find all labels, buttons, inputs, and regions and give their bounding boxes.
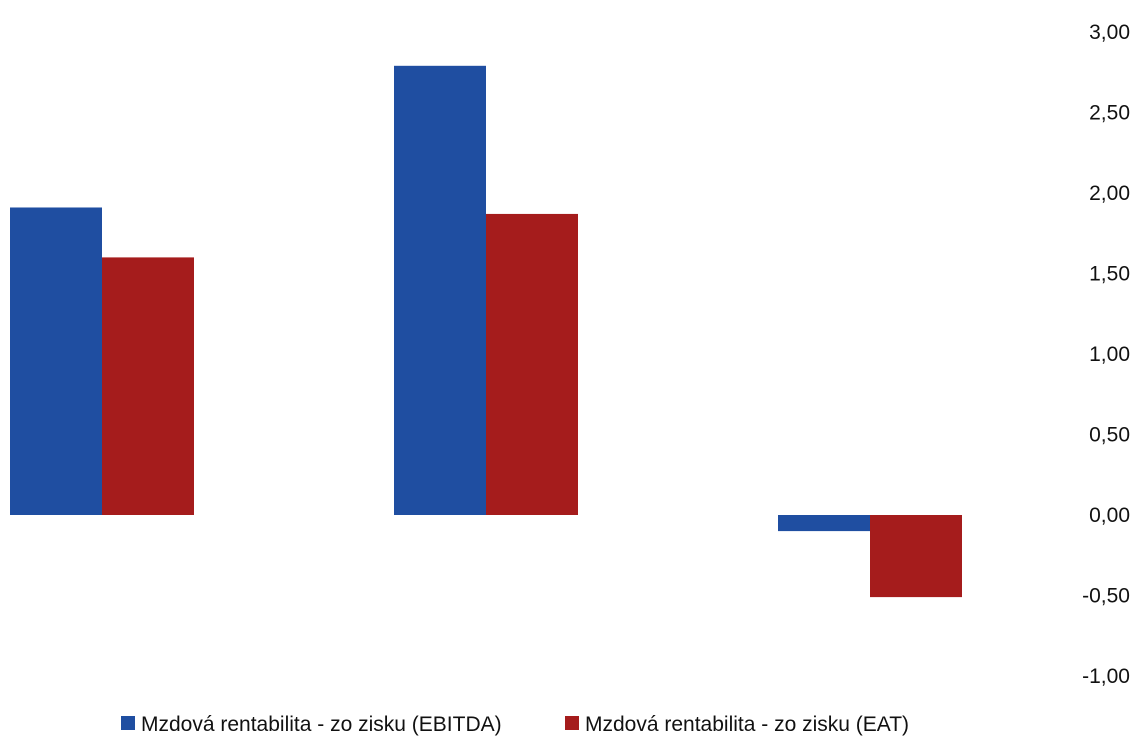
y-tick-label: 3,00: [1089, 21, 1130, 44]
y-tick-label: -0,50: [1082, 585, 1130, 608]
legend-item-ebitda: Mzdová rentabilita - zo zisku (EBITDA): [121, 713, 502, 736]
y-tick-label: 2,00: [1089, 182, 1130, 205]
bar-eat: [486, 213, 578, 515]
bar-group: [778, 515, 962, 598]
y-tick-label: 1,50: [1089, 263, 1130, 286]
bar-eat: [102, 257, 194, 515]
legend-label-ebitda: Mzdová rentabilita - zo zisku (EBITDA): [141, 713, 502, 736]
bar-eat: [870, 515, 962, 598]
legend-swatch-eat: [565, 716, 579, 730]
y-tick-label: 2,50: [1089, 102, 1130, 125]
legend-label-eat: Mzdová rentabilita - zo zisku (EAT): [585, 713, 909, 736]
y-tick-label: 1,00: [1089, 343, 1130, 366]
bars-group: [10, 65, 962, 598]
bar-ebitda: [10, 207, 102, 516]
bar-ebitda: [394, 65, 486, 515]
bar-group: [394, 65, 578, 515]
y-axis: 3,00 2,50 2,00 1,50 1,00 0,50 0,00 -0,50 -1,00: [1082, 21, 1130, 688]
bar-ebitda: [778, 515, 870, 532]
legend-item-eat: Mzdová rentabilita - zo zisku (EAT): [565, 713, 909, 736]
bar-group: [10, 207, 194, 516]
legend-swatch-ebitda: [121, 716, 135, 730]
y-tick-label: 0,50: [1089, 424, 1130, 447]
y-tick-label: 0,00: [1089, 504, 1130, 527]
y-tick-label: -1,00: [1082, 665, 1130, 688]
legend: Mzdová rentabilita - zo zisku (EBITDA) M…: [121, 713, 909, 736]
